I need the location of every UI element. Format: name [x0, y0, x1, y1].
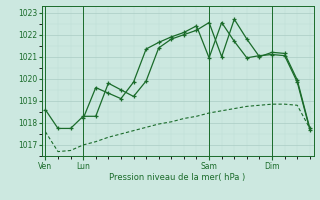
X-axis label: Pression niveau de la mer( hPa ): Pression niveau de la mer( hPa ) — [109, 173, 246, 182]
